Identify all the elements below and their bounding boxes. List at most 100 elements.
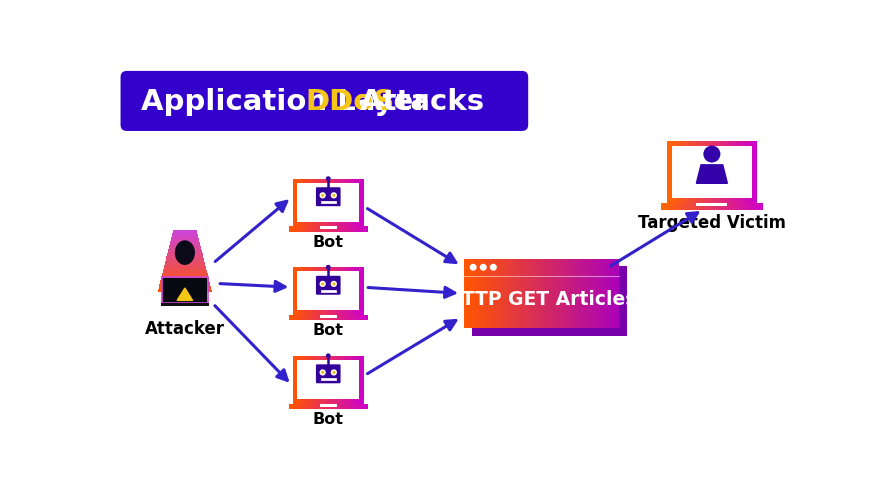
Bar — [353, 179, 355, 226]
Bar — [330, 403, 332, 409]
Bar — [541, 259, 544, 328]
Bar — [702, 141, 703, 202]
Bar — [671, 202, 673, 209]
Bar — [295, 226, 296, 232]
Bar — [345, 267, 347, 315]
Bar — [321, 226, 323, 232]
Bar — [747, 141, 748, 202]
Bar — [367, 226, 368, 232]
Bar — [518, 259, 521, 328]
Bar — [597, 259, 600, 328]
Bar — [673, 202, 675, 209]
FancyBboxPatch shape — [316, 187, 341, 206]
Bar — [295, 179, 296, 226]
Bar — [292, 403, 293, 409]
Bar — [602, 259, 603, 328]
Bar — [297, 403, 299, 409]
Bar — [318, 356, 319, 403]
Bar — [173, 232, 198, 234]
Bar — [158, 289, 212, 290]
Bar — [686, 141, 688, 202]
Bar — [682, 141, 684, 202]
Bar — [594, 259, 596, 328]
Bar — [485, 259, 488, 328]
Bar — [696, 141, 698, 202]
Bar — [748, 141, 749, 202]
Bar — [311, 267, 312, 315]
Bar — [301, 315, 302, 320]
Bar — [705, 141, 707, 202]
Bar — [359, 267, 360, 315]
Bar — [166, 255, 203, 256]
Bar — [307, 356, 309, 403]
Bar — [350, 226, 352, 232]
Bar — [744, 141, 746, 202]
Bar — [301, 267, 303, 315]
Bar — [346, 179, 348, 226]
Bar — [350, 356, 352, 403]
Bar — [699, 141, 700, 202]
Bar — [351, 179, 352, 226]
Bar — [538, 259, 540, 328]
Bar — [162, 276, 208, 277]
Bar — [717, 141, 719, 202]
Bar — [734, 141, 736, 202]
Bar — [163, 271, 207, 272]
Bar — [343, 315, 344, 320]
Bar — [613, 259, 615, 328]
Bar — [526, 259, 528, 328]
Bar — [309, 226, 310, 232]
Bar — [295, 356, 296, 403]
Bar — [605, 259, 608, 328]
Bar — [316, 226, 318, 232]
Bar — [698, 141, 699, 202]
Bar — [680, 202, 682, 209]
Bar — [339, 356, 340, 403]
Bar — [320, 226, 336, 229]
Bar — [301, 226, 302, 232]
Bar — [302, 315, 303, 320]
Bar — [506, 259, 509, 328]
Bar — [313, 315, 315, 320]
Bar — [343, 356, 344, 403]
Bar — [354, 403, 355, 409]
Bar — [356, 226, 357, 232]
Bar — [350, 179, 352, 226]
Bar — [304, 267, 306, 315]
Bar — [347, 315, 348, 320]
Bar — [547, 259, 549, 328]
Bar — [739, 141, 740, 202]
Bar — [360, 356, 361, 403]
Bar — [549, 259, 552, 328]
Bar — [291, 403, 292, 409]
Bar — [325, 179, 326, 226]
Bar — [304, 356, 306, 403]
Bar — [319, 356, 320, 403]
Bar — [339, 226, 341, 232]
Bar — [310, 226, 311, 232]
Bar — [304, 315, 306, 320]
Bar — [341, 179, 342, 226]
Bar — [171, 239, 198, 240]
Bar — [290, 315, 291, 320]
Bar — [314, 179, 316, 226]
Bar — [315, 179, 317, 226]
Bar — [716, 202, 717, 209]
Bar — [323, 267, 324, 315]
Bar — [331, 356, 332, 403]
Bar — [312, 267, 314, 315]
Bar — [325, 267, 326, 315]
Bar — [308, 403, 309, 409]
Bar — [346, 267, 348, 315]
Bar — [158, 288, 211, 289]
Bar — [713, 202, 715, 209]
Bar — [314, 267, 316, 315]
Circle shape — [320, 192, 326, 198]
Bar — [303, 315, 305, 320]
Bar — [732, 202, 734, 209]
Bar — [366, 403, 368, 409]
Bar — [322, 179, 323, 226]
Bar — [323, 315, 325, 320]
Bar — [332, 226, 334, 232]
Bar — [309, 356, 311, 403]
